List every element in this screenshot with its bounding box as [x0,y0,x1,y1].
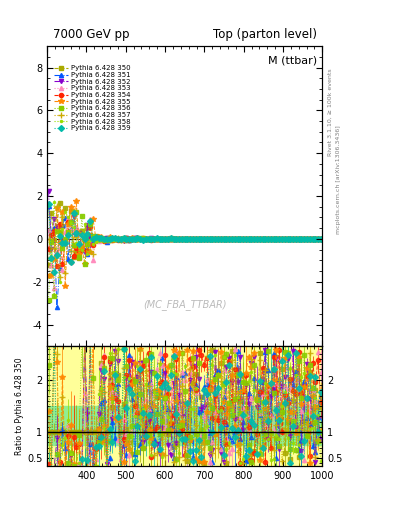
Text: mcplots.cern.ch [arXiv:1306.3436]: mcplots.cern.ch [arXiv:1306.3436] [336,125,341,233]
Text: 7000 GeV pp: 7000 GeV pp [53,28,129,41]
Bar [47,380,322,458]
Legend: Pythia 6.428 350, Pythia 6.428 351, Pythia 6.428 352, Pythia 6.428 353, Pythia 6: Pythia 6.428 350, Pythia 6.428 351, Pyth… [53,65,131,132]
Text: Top (parton level): Top (parton level) [213,28,317,41]
Bar [47,406,322,445]
Text: Rivet 3.1.10, ≥ 100k events: Rivet 3.1.10, ≥ 100k events [328,69,333,157]
Bar [47,346,322,466]
Y-axis label: Ratio to Pythia 6.428 350: Ratio to Pythia 6.428 350 [15,357,24,455]
Text: M (ttbar): M (ttbar) [268,55,317,65]
Text: (MC_FBA_TTBAR): (MC_FBA_TTBAR) [143,299,226,310]
